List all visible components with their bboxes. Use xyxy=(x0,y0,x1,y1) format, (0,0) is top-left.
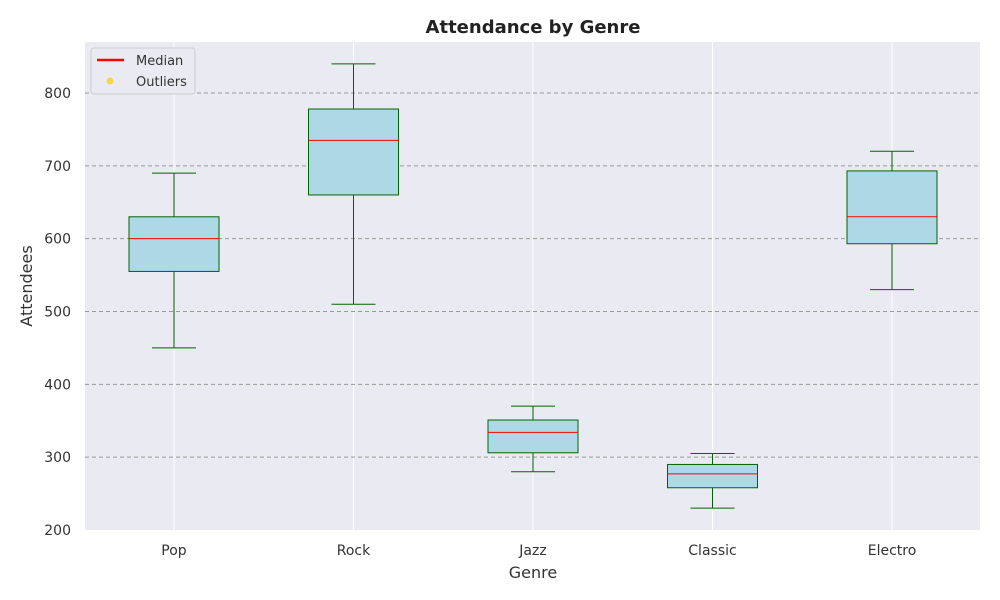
iqr-box-classic xyxy=(667,463,758,489)
box-group xyxy=(128,63,938,509)
y-axis-label: Attendees xyxy=(17,245,36,326)
legend-outliers-label: Outliers xyxy=(136,75,187,90)
iqr-box-jazz xyxy=(487,419,579,454)
y-tick-label-600: 600 xyxy=(44,232,71,248)
box-pop xyxy=(128,172,220,349)
y-tick-label-500: 500 xyxy=(44,304,71,320)
x-axis-label: Genre xyxy=(509,563,557,582)
legend: Median Outliers xyxy=(90,47,196,95)
x-axis-ticks: Pop Rock Jazz Classic Electro xyxy=(161,543,916,559)
y-tick-label-200: 200 xyxy=(44,523,71,539)
horizontal-gridlines xyxy=(85,92,980,458)
y-tick-label-700: 700 xyxy=(44,159,71,175)
x-tick-label-electro: Electro xyxy=(868,543,917,559)
box-rock xyxy=(308,63,399,305)
x-tick-label-jazz: Jazz xyxy=(518,543,546,559)
x-tick-label-pop: Pop xyxy=(161,543,187,559)
y-tick-label-800: 800 xyxy=(44,86,71,102)
y-tick-label-300: 300 xyxy=(44,450,71,466)
x-tick-label-rock: Rock xyxy=(337,543,371,559)
iqr-box-pop xyxy=(128,216,220,272)
iqr-box-electro xyxy=(846,170,938,245)
box-classic xyxy=(667,453,758,509)
box-jazz xyxy=(487,405,579,473)
legend-median-label: Median xyxy=(136,54,183,69)
y-tick-label-400: 400 xyxy=(44,377,71,393)
box-electro xyxy=(846,150,938,291)
chart-title: Attendance by Genre xyxy=(426,17,641,38)
x-tick-label-classic: Classic xyxy=(688,543,736,559)
y-axis-ticks: 200 300 400 500 600 700 800 xyxy=(44,86,71,539)
iqr-box-rock xyxy=(308,108,399,196)
legend-outliers-swatch xyxy=(106,77,114,85)
